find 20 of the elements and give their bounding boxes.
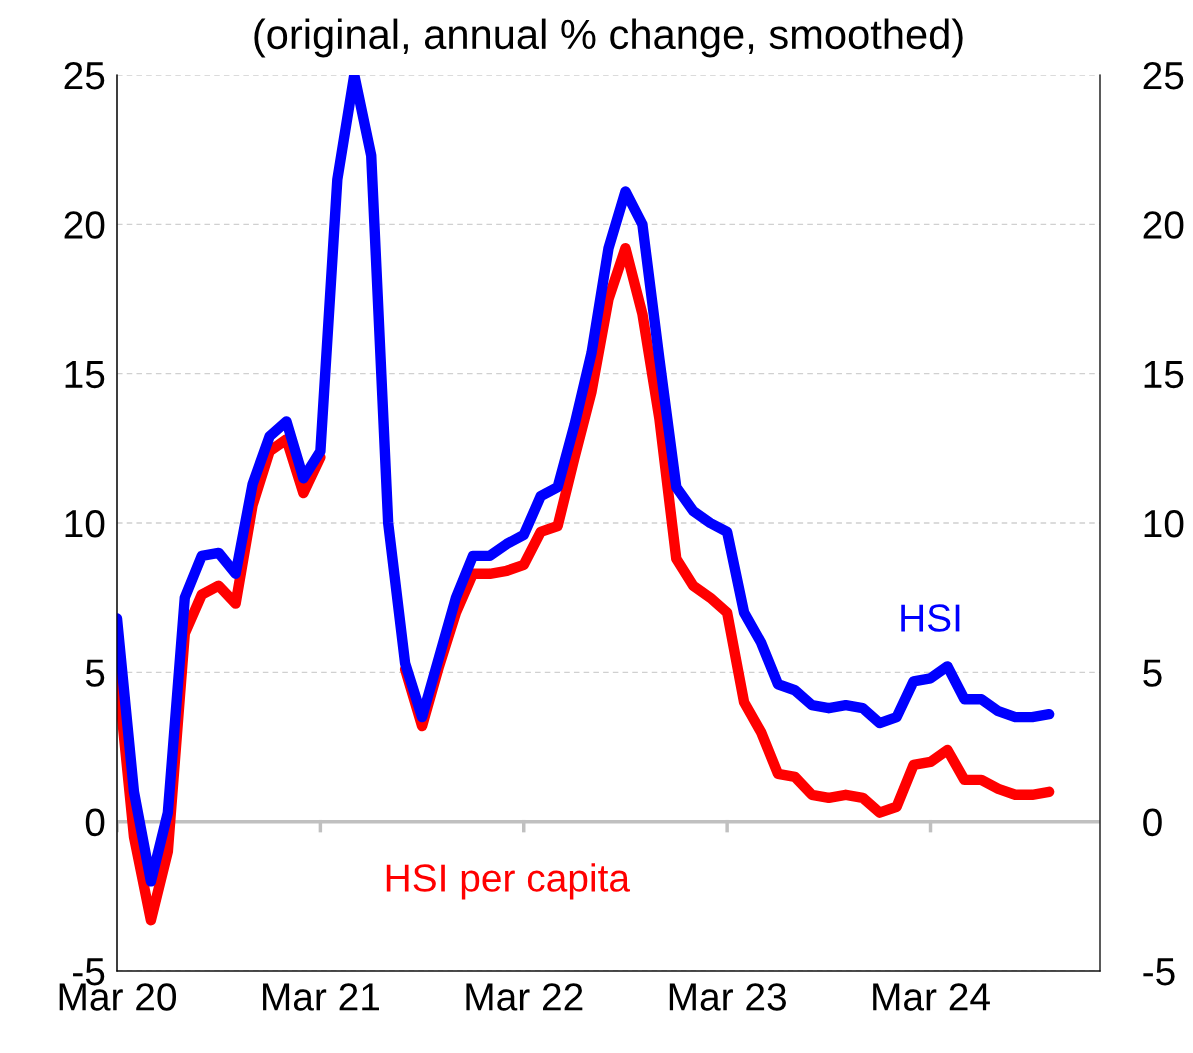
y2-tick-label: 20	[1143, 211, 1184, 239]
y-tick-label: 10	[65, 509, 105, 538]
x-tick-label: Mar 22	[466, 983, 583, 1011]
text: HSI per capita	[386, 863, 631, 900]
y-tick-label: 5	[85, 659, 105, 687]
y-tick-label: 20	[64, 211, 105, 239]
y2-tick-label: 15	[1144, 361, 1184, 389]
y2-tick-label: 5	[1143, 659, 1162, 687]
y-tick-label: 0	[85, 808, 105, 837]
series-label: HSI	[901, 604, 960, 632]
y2-tick-label: 25	[1143, 61, 1184, 90]
x-tick-label: Mar 21	[263, 983, 379, 1011]
y-tick-label: 15	[65, 361, 105, 389]
y2-tick-label: 0	[1143, 808, 1162, 837]
chart-title: (original, annual % change, smoothed)	[254, 18, 963, 58]
y2-tick-label: -5	[1143, 958, 1175, 986]
x-tick-label: Mar 23	[669, 983, 786, 1011]
y-tick-label: 25	[64, 61, 105, 90]
y2-tick-label: 10	[1144, 509, 1184, 538]
x-tick-label: Mar 24	[873, 983, 990, 1011]
